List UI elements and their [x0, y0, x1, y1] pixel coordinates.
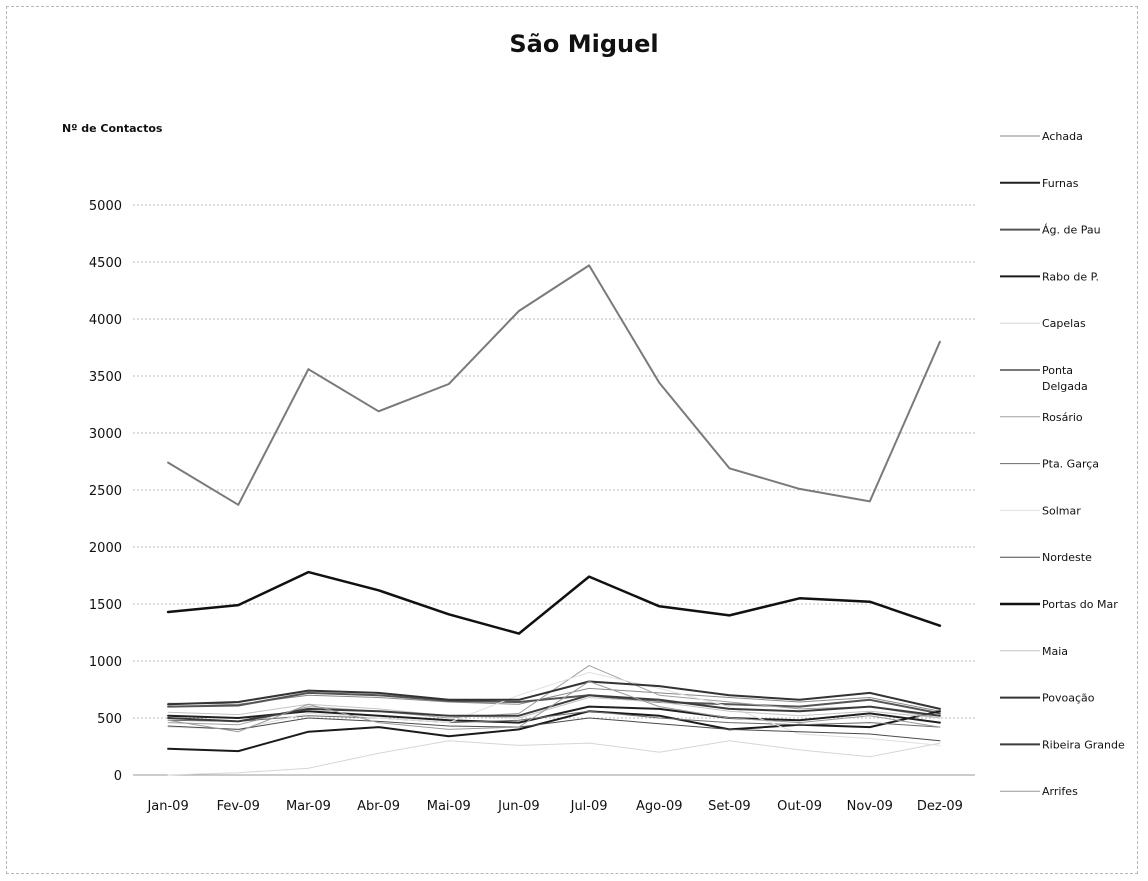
legend-label: Ribeira Grande: [1042, 738, 1125, 751]
series-line-10: [166, 570, 942, 635]
y-axis-label: Nº de Contactos: [62, 122, 163, 135]
legend-label: Solmar: [1042, 504, 1081, 517]
y-tick-label: 4000: [89, 313, 122, 328]
legend-label: Pta. Garça: [1042, 458, 1099, 471]
series-line-12: [167, 680, 941, 710]
legend-label: Portas do Mar: [1042, 598, 1118, 611]
y-tick-label: 4500: [89, 256, 122, 271]
y-tick-label: 1500: [89, 598, 122, 613]
series-line-5: [167, 264, 941, 506]
x-tick-label: Jan-09: [146, 799, 188, 814]
x-tick-label: Nov-09: [847, 799, 893, 814]
series-lines: [166, 264, 942, 776]
legend-label: Achada: [1042, 130, 1083, 143]
legend-label: Capelas: [1042, 317, 1086, 330]
legend-label: Furnas: [1042, 177, 1079, 190]
x-tick-label: Mar-09: [286, 799, 331, 814]
series-line-7: [167, 710, 941, 728]
series-line-4: [167, 740, 941, 776]
x-tick-label: Ago-09: [636, 799, 683, 814]
y-tick-label: 2000: [89, 541, 122, 556]
legend-label: Povoação: [1042, 692, 1095, 705]
x-tick-label: Abr-09: [357, 799, 400, 814]
series-line-14: [167, 681, 941, 733]
y-tick-label: 3500: [89, 370, 122, 385]
legend-label: Ág. de Pau: [1042, 224, 1101, 237]
series-line-0: [167, 687, 941, 712]
y-tick-label: 0: [114, 769, 122, 784]
series-line-8: [167, 671, 941, 746]
chart-title: São Miguel: [509, 30, 658, 58]
legend-label: Arrifes: [1042, 785, 1078, 798]
x-tick-label: Set-09: [708, 799, 751, 814]
y-tick-label: 1000: [89, 655, 122, 670]
y-tick-label: 3000: [89, 427, 122, 442]
chart-frame: [6, 6, 1138, 874]
legend-label: Nordeste: [1042, 551, 1092, 564]
y-tick-label: 2500: [89, 484, 122, 499]
series-line-13: [167, 694, 941, 723]
legend: Achada Furnas Ág. de Pau Rabo de P. Capelas P…: [1000, 130, 1125, 798]
legend-label: Rabo de P.: [1042, 270, 1099, 283]
x-tick-label: Out-09: [777, 799, 822, 814]
series-line-11: [167, 697, 941, 719]
x-tick-label: Dez-09: [917, 799, 963, 814]
x-tick-label: Jun-09: [497, 799, 540, 814]
legend-label: Rosário: [1042, 411, 1083, 424]
series-line-1: [167, 705, 941, 724]
x-tick-label: Fev-09: [217, 799, 260, 814]
series-line-9: [167, 717, 941, 742]
x-tick-label: Mai-09: [427, 799, 471, 814]
axes: 0 500 1000 1500 2000 2500 3000 3500 4000 4500 5000…: [89, 199, 975, 814]
x-tick-label: Jul-09: [570, 799, 608, 814]
legend-label: Maia: [1042, 645, 1068, 658]
series-line-3: [167, 710, 941, 753]
y-tick-label: 500: [97, 712, 122, 727]
gridlines: [133, 204, 975, 719]
y-tick-label: 5000: [89, 199, 122, 214]
series-line-6: [167, 665, 941, 726]
series-line-2: [167, 691, 941, 715]
legend-label: Ponta Delgada: [1042, 364, 1088, 393]
